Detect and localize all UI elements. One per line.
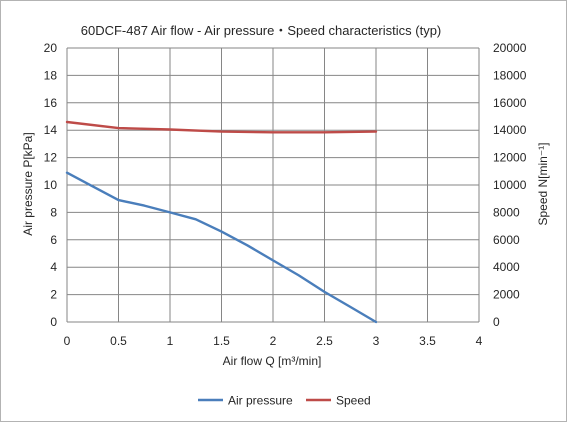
x-axis-title: Air flow Q [m³/min] [223, 354, 322, 368]
x-tick-label: 1.5 [213, 334, 230, 348]
legend-label: Air pressure [228, 394, 293, 408]
x-tick-label: 3 [373, 334, 380, 348]
y2-axis-title: Speed N[min⁻¹] [536, 142, 550, 225]
grid [66, 47, 480, 323]
y2-axis-ticks: 0 2000 4000 6000 8000 10000 12000 14000 16000 180… [493, 41, 527, 329]
x-tick-label: 2 [270, 334, 277, 348]
y2-tick-label: 4000 [493, 260, 520, 274]
y-tick-label: 14 [44, 123, 58, 137]
x-axis-ticks: 0 0.5 1 1.5 2 2.5 3 3.5 4 [64, 334, 483, 348]
y2-tick-label: 20000 [493, 41, 527, 55]
y-tick-label: 4 [50, 260, 57, 274]
series-line-air-pressure [65, 171, 378, 324]
y-tick-label: 16 [44, 96, 58, 110]
legend: Air pressure Speed [198, 394, 371, 408]
y-tick-label: 10 [44, 178, 58, 192]
y-axis-title: Air pressure P[kPa] [21, 132, 35, 235]
series-line-speed [65, 120, 378, 134]
y-tick-label: 0 [50, 315, 57, 329]
x-tick-label: 2.5 [316, 334, 333, 348]
y-tick-label: 6 [50, 233, 57, 247]
y-tick-label: 12 [44, 151, 58, 165]
y-tick-label: 2 [50, 288, 57, 302]
y2-tick-label: 12000 [493, 151, 527, 165]
x-tick-label: 0.5 [110, 334, 127, 348]
x-tick-label: 3.5 [419, 334, 436, 348]
series-layer [65, 120, 378, 324]
y-tick-label: 20 [44, 41, 58, 55]
chart-title: 60DCF-487 Air flow - Air pressure・Speed … [81, 23, 442, 38]
x-tick-label: 4 [476, 334, 483, 348]
y-tick-label: 18 [44, 68, 58, 82]
y2-tick-label: 10000 [493, 178, 527, 192]
y2-tick-label: 6000 [493, 233, 520, 247]
y2-tick-label: 18000 [493, 68, 527, 82]
y-axis-ticks: 0 2 4 6 8 10 12 14 16 18 20 [44, 41, 58, 329]
y2-tick-label: 8000 [493, 205, 520, 219]
y2-tick-label: 14000 [493, 123, 527, 137]
x-tick-label: 0 [64, 334, 71, 348]
y-tick-label: 8 [50, 205, 57, 219]
y2-tick-label: 0 [493, 315, 500, 329]
y2-tick-label: 2000 [493, 288, 520, 302]
y2-tick-label: 16000 [493, 96, 527, 110]
legend-label: Speed [336, 394, 371, 408]
x-tick-label: 1 [167, 334, 174, 348]
